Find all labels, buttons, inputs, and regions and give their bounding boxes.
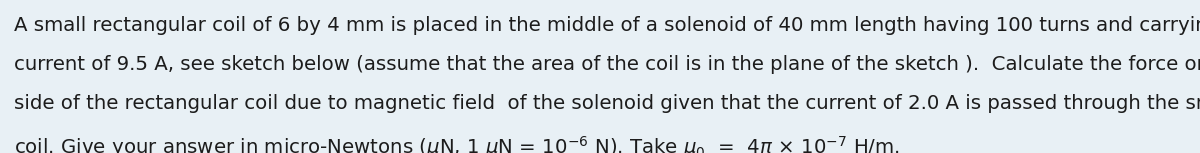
- Text: current of 9.5 A, see sketch below (assume that the area of the coil is in the p: current of 9.5 A, see sketch below (assu…: [14, 55, 1200, 74]
- Text: A small rectangular coil of 6 by 4 mm is placed in the middle of a solenoid of 4: A small rectangular coil of 6 by 4 mm is…: [14, 16, 1200, 35]
- Text: side of the rectangular coil due to magnetic field  of the solenoid given that t: side of the rectangular coil due to magn…: [14, 94, 1200, 113]
- Text: coil. Give your answer in micro-Newtons ($\mu$N, 1 $\mu$N = 10$^{-6}$ N). Take $: coil. Give your answer in micro-Newtons …: [14, 134, 900, 153]
